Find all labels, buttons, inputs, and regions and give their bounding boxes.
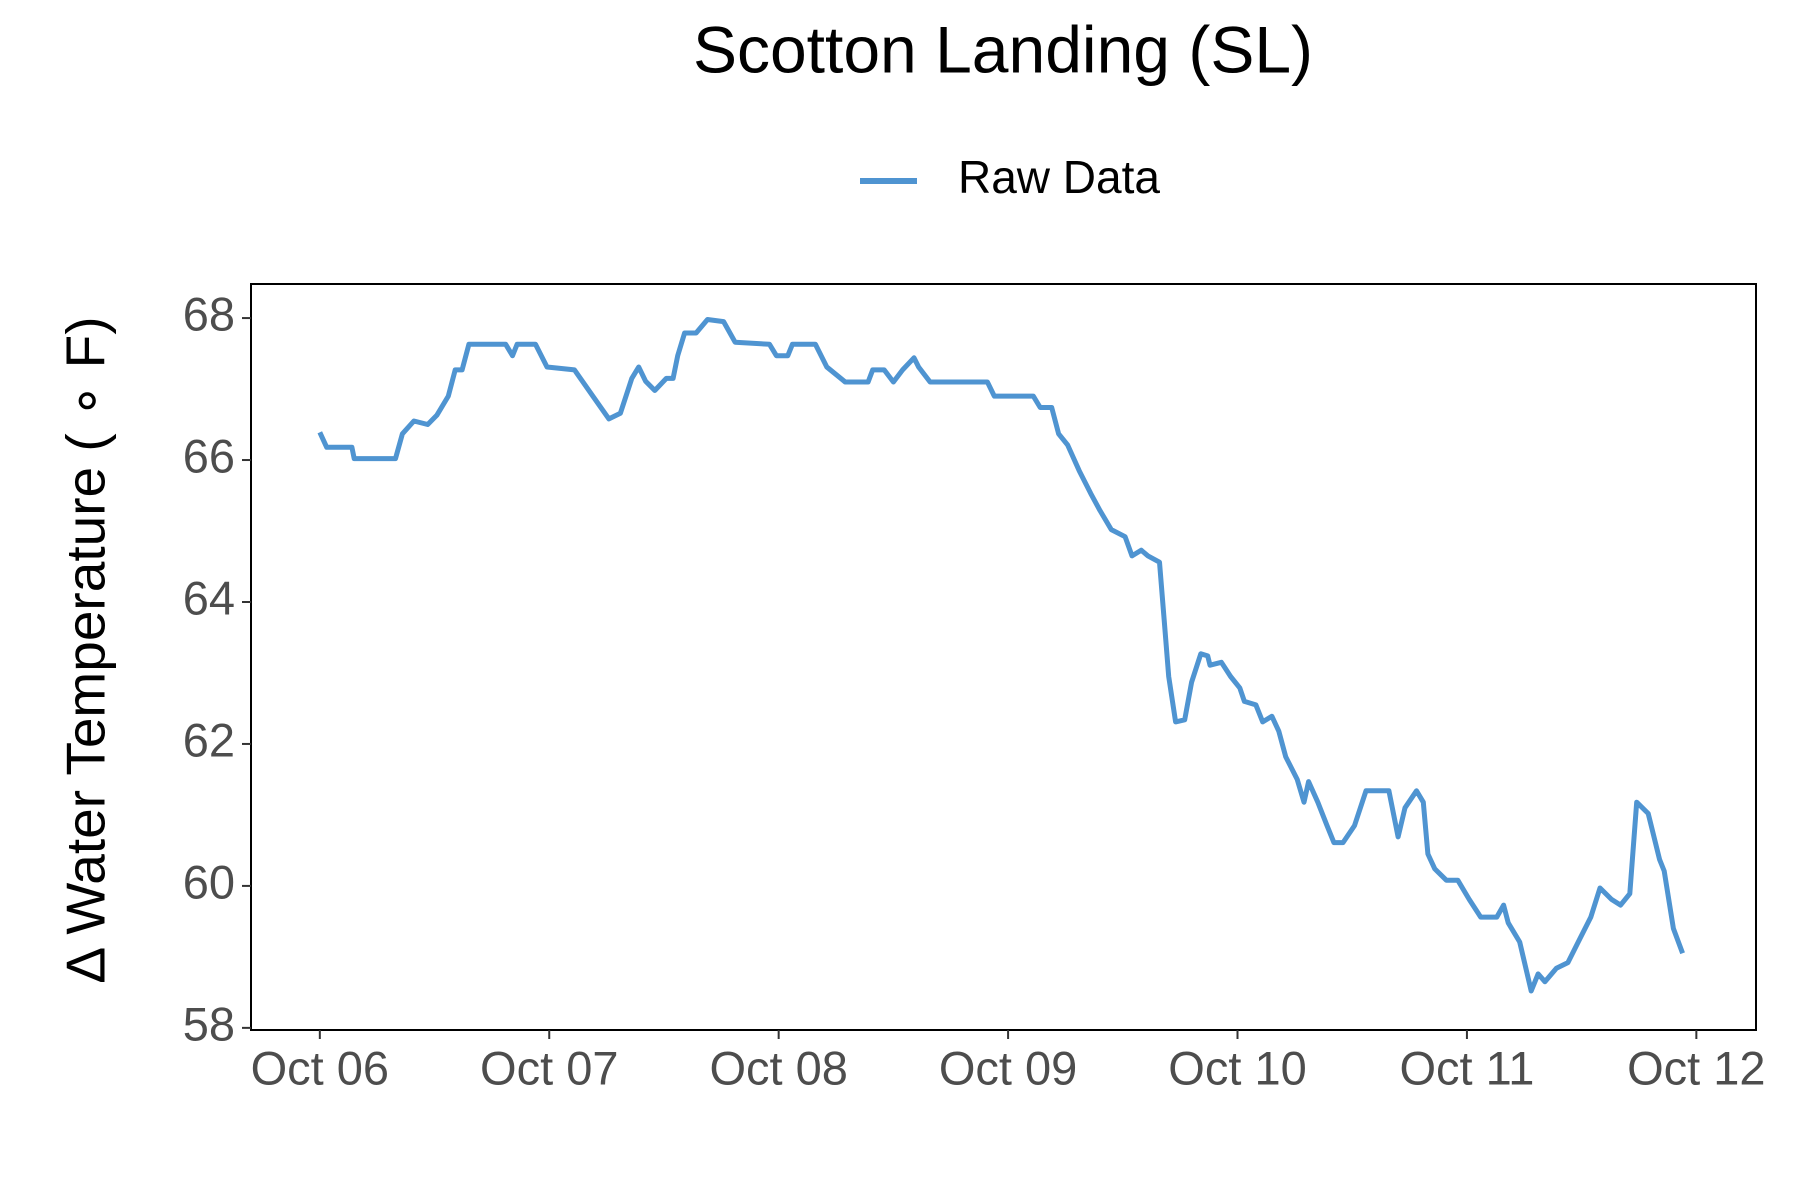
- y-tick-label: 60: [183, 855, 235, 908]
- data-line: [317, 317, 1685, 994]
- x-tick-label: Oct 10: [1168, 1041, 1306, 1094]
- legend-label: Raw Data: [958, 151, 1160, 203]
- y-axis-title: Δ Water Temperature ( ∘ F): [55, 316, 117, 983]
- x-tick-label: Oct 08: [709, 1041, 847, 1094]
- plot-panel: [250, 283, 1757, 1031]
- y-tick-label: 62: [183, 713, 235, 766]
- x-tick-label: Oct 06: [251, 1041, 389, 1094]
- y-tick-label: 64: [183, 571, 235, 624]
- y-tick-label: 68: [183, 287, 235, 340]
- x-tick-label: Oct 11: [1399, 1041, 1534, 1094]
- x-tick-label: Oct 09: [939, 1041, 1077, 1094]
- y-tick-label: 58: [183, 997, 235, 1050]
- x-tick-label: Oct 07: [480, 1041, 618, 1094]
- chart-title: Scotton Landing (SL): [693, 12, 1313, 86]
- y-tick-label: 66: [183, 429, 235, 482]
- x-tick-label: Oct 12: [1627, 1041, 1765, 1094]
